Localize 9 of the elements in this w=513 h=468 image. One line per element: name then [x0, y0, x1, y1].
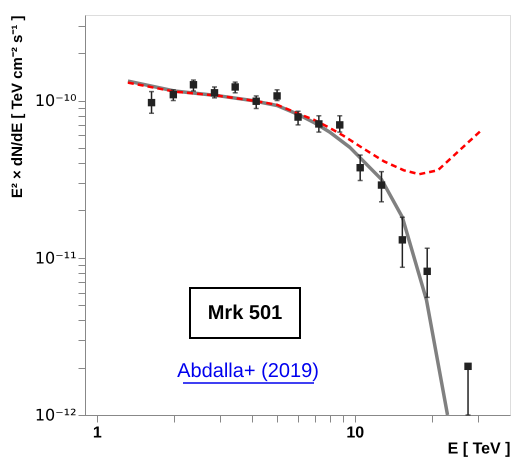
x-axis-title: E [ TeV ]	[448, 440, 510, 458]
x-tick-label: 1	[92, 424, 102, 442]
x-tick-label: 10	[346, 424, 364, 442]
y-tick-label: 10⁻¹⁰	[34, 91, 76, 110]
y-tick-label: 10⁻¹²	[34, 406, 76, 424]
annotation: Abdalla+ (2019)	[177, 360, 319, 382]
y-axis-title: E² × dN/dE [ TeV cm⁻² s⁻¹ ]	[8, 16, 26, 198]
y-tick-label: 10⁻¹¹	[34, 248, 76, 268]
annotation: Mrk 501	[208, 302, 282, 324]
